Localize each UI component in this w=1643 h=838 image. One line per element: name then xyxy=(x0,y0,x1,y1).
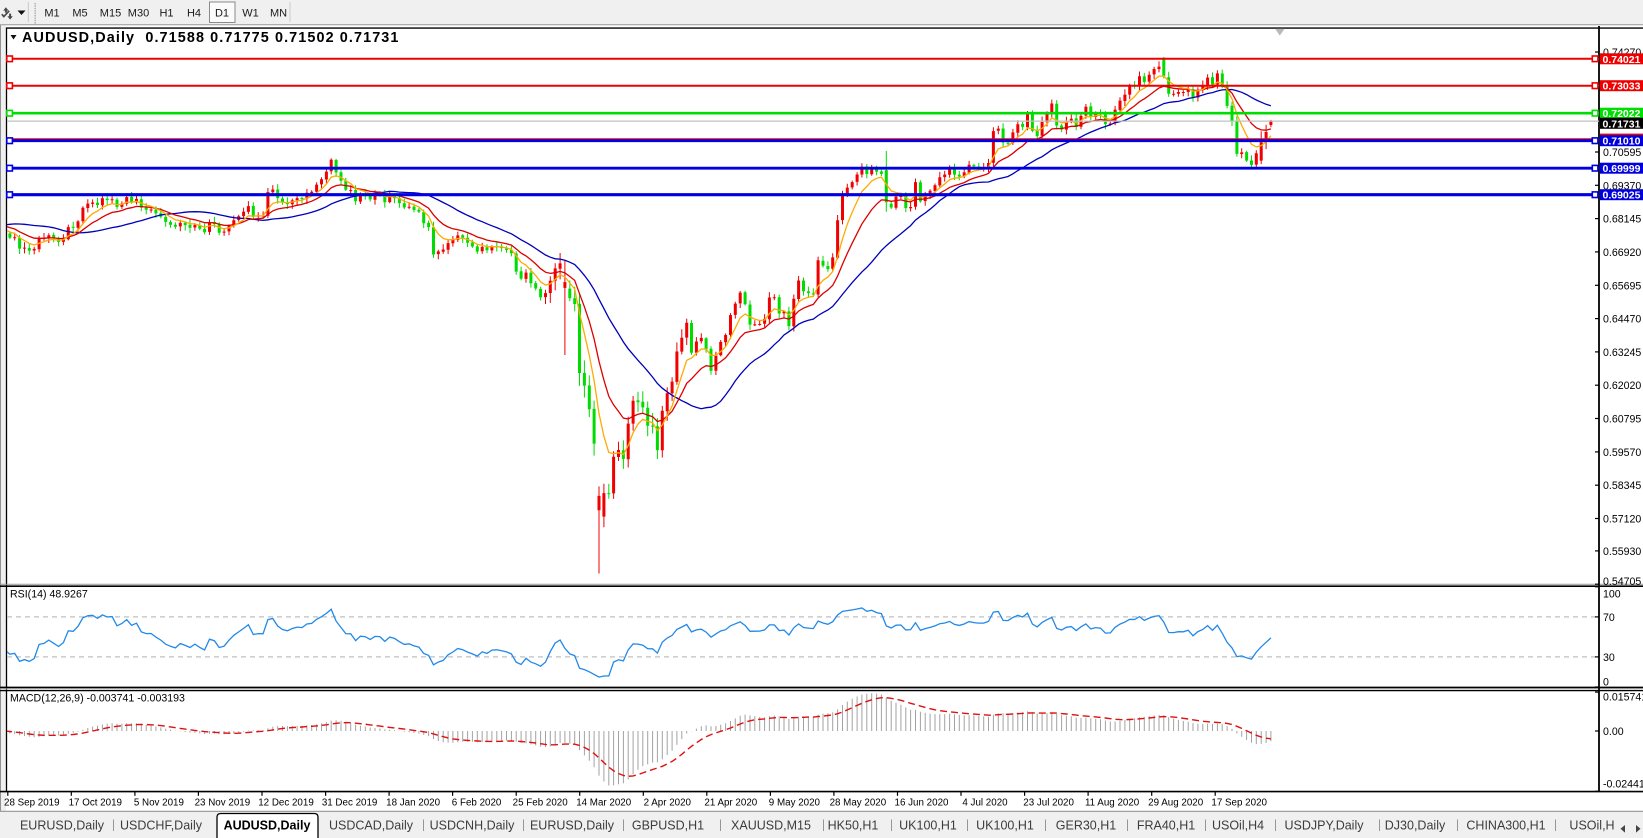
svg-text:0.72022: 0.72022 xyxy=(1603,108,1641,120)
svg-text:28 May 2020: 28 May 2020 xyxy=(830,797,887,808)
svg-text:0.60795: 0.60795 xyxy=(1603,414,1641,426)
svg-text:14 Mar 2020: 14 Mar 2020 xyxy=(576,797,632,808)
svg-text:|: | xyxy=(822,820,825,832)
svg-text:0.57120: 0.57120 xyxy=(1603,514,1641,526)
svg-text:23 Nov 2019: 23 Nov 2019 xyxy=(195,797,251,808)
svg-text:|: | xyxy=(1126,820,1129,832)
svg-text:0.55930: 0.55930 xyxy=(1603,546,1641,558)
svg-text:70: 70 xyxy=(1603,612,1615,624)
svg-text:|: | xyxy=(622,820,625,832)
svg-text:29 Aug 2020: 29 Aug 2020 xyxy=(1148,797,1204,808)
svg-text:M5: M5 xyxy=(72,8,87,20)
svg-text:30: 30 xyxy=(1603,652,1615,664)
svg-text:USOil,H4: USOil,H4 xyxy=(1212,819,1264,833)
svg-text:|: | xyxy=(1204,820,1207,832)
svg-text:0.69999: 0.69999 xyxy=(1603,163,1641,175)
svg-text:MACD(12,26,9) -0.003741 -0.003: MACD(12,26,9) -0.003741 -0.003193 xyxy=(10,693,185,705)
svg-text:17 Sep 2020: 17 Sep 2020 xyxy=(1211,797,1267,808)
svg-text:USDCHF,Daily: USDCHF,Daily xyxy=(120,819,203,833)
svg-text:|: | xyxy=(112,820,115,832)
svg-text:4 Jul 2020: 4 Jul 2020 xyxy=(962,797,1008,808)
svg-text:DJ30,Daily: DJ30,Daily xyxy=(1385,819,1446,833)
svg-text:0.69025: 0.69025 xyxy=(1603,190,1641,202)
svg-text:HK50,H1: HK50,H1 xyxy=(828,819,879,833)
svg-text:0.59570: 0.59570 xyxy=(1603,447,1641,459)
svg-text:MN: MN xyxy=(270,8,287,20)
svg-text:0.64470: 0.64470 xyxy=(1603,314,1641,326)
svg-text:23 Jul 2020: 23 Jul 2020 xyxy=(1023,797,1074,808)
svg-text:21 Apr 2020: 21 Apr 2020 xyxy=(704,797,757,808)
svg-text:FRA40,H1: FRA40,H1 xyxy=(1137,819,1195,833)
svg-text:H1: H1 xyxy=(159,8,173,20)
svg-text:16 Jun 2020: 16 Jun 2020 xyxy=(895,797,949,808)
svg-text:0.66920: 0.66920 xyxy=(1603,247,1641,259)
svg-text:12 Dec 2019: 12 Dec 2019 xyxy=(258,797,314,808)
svg-text:0.65695: 0.65695 xyxy=(1603,280,1641,292)
svg-text:17 Oct 2019: 17 Oct 2019 xyxy=(69,797,122,808)
svg-text:|: | xyxy=(522,820,525,832)
svg-text:|: | xyxy=(966,820,969,832)
svg-text:9 May 2020: 9 May 2020 xyxy=(769,797,821,808)
svg-text:0.68145: 0.68145 xyxy=(1603,214,1641,226)
svg-text:5 Nov 2019: 5 Nov 2019 xyxy=(134,797,184,808)
svg-text:EURUSD,Daily: EURUSD,Daily xyxy=(20,819,105,833)
svg-text:AUDUSD,Daily: AUDUSD,Daily xyxy=(224,819,311,833)
svg-text:|: | xyxy=(1456,820,1459,832)
svg-text:0: 0 xyxy=(1603,677,1609,689)
svg-text:25 Feb 2020: 25 Feb 2020 xyxy=(513,797,569,808)
svg-text:18 Jan 2020: 18 Jan 2020 xyxy=(386,797,440,808)
svg-text:USDCAD,Daily: USDCAD,Daily xyxy=(329,819,414,833)
svg-text:0.73033: 0.73033 xyxy=(1603,81,1641,93)
svg-text:0.74021: 0.74021 xyxy=(1603,54,1641,66)
svg-text:6 Feb 2020: 6 Feb 2020 xyxy=(452,797,502,808)
svg-text:XAUUSD,M15: XAUUSD,M15 xyxy=(731,819,811,833)
svg-text:USDJPY,Daily: USDJPY,Daily xyxy=(1285,819,1365,833)
svg-text:USOil,H: USOil,H xyxy=(1569,819,1614,833)
svg-text:|: | xyxy=(1044,820,1047,832)
svg-text:AUDUSD,Daily 0.71588 0.71775: AUDUSD,Daily 0.71588 0.71775 0.71502 0.7… xyxy=(22,30,400,46)
svg-text:0.70595: 0.70595 xyxy=(1603,147,1641,159)
svg-text:CHINA300,H1: CHINA300,H1 xyxy=(1466,819,1545,833)
svg-text:|: | xyxy=(422,820,425,832)
svg-text:M15: M15 xyxy=(100,8,121,20)
svg-text:100: 100 xyxy=(1603,588,1621,600)
svg-text:GBPUSD,H1: GBPUSD,H1 xyxy=(632,819,704,833)
svg-text:11 Aug 2020: 11 Aug 2020 xyxy=(1085,797,1140,808)
svg-text:|: | xyxy=(1554,820,1557,832)
svg-text:0.54705: 0.54705 xyxy=(1603,576,1641,588)
svg-text:GER30,H1: GER30,H1 xyxy=(1056,819,1116,833)
svg-text:2 Apr 2020: 2 Apr 2020 xyxy=(644,797,692,808)
svg-text:0.71010: 0.71010 xyxy=(1603,136,1641,148)
svg-text:0.015741: 0.015741 xyxy=(1603,691,1643,703)
svg-text:|: | xyxy=(1274,820,1277,832)
svg-text:EURUSD,Daily: EURUSD,Daily xyxy=(530,819,615,833)
svg-text:|: | xyxy=(1378,820,1381,832)
svg-text:D1: D1 xyxy=(215,8,229,20)
svg-text:|: | xyxy=(890,820,893,832)
svg-text:USDCNH,Daily: USDCNH,Daily xyxy=(430,819,515,833)
svg-text:M1: M1 xyxy=(44,8,59,20)
svg-text:0.63245: 0.63245 xyxy=(1603,347,1641,359)
svg-text:W1: W1 xyxy=(242,8,259,20)
svg-text:UK100,H1: UK100,H1 xyxy=(899,819,957,833)
svg-text:0.62020: 0.62020 xyxy=(1603,380,1641,392)
svg-text:RSI(14) 48.9267: RSI(14) 48.9267 xyxy=(10,589,88,601)
svg-text:28 Sep 2019: 28 Sep 2019 xyxy=(4,797,60,808)
svg-text:H4: H4 xyxy=(187,8,201,20)
svg-text:0.71731: 0.71731 xyxy=(1603,118,1641,130)
svg-text:0.00: 0.00 xyxy=(1603,726,1624,738)
svg-text:M30: M30 xyxy=(128,8,149,20)
svg-text:0.58345: 0.58345 xyxy=(1603,480,1641,492)
svg-text:|: | xyxy=(719,820,722,832)
svg-text:31 Dec 2019: 31 Dec 2019 xyxy=(322,797,378,808)
svg-text:UK100,H1: UK100,H1 xyxy=(976,819,1034,833)
